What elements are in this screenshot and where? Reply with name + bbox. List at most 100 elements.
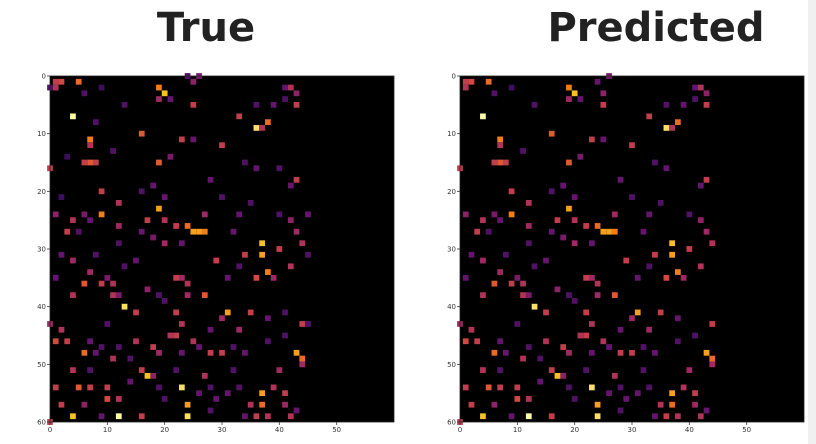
heatmap-cell [156,205,162,212]
heatmap-cell [617,384,624,391]
heatmap-cell [276,367,283,373]
heatmap-cell [184,413,191,420]
heatmap-cell [703,101,710,108]
heatmap-cell [293,228,300,235]
heatmap-cell [554,286,561,293]
heatmap-cell [657,401,664,408]
heatmap-cell [462,78,469,85]
heatmap-cell [640,228,647,235]
heatmap-cell [566,384,572,391]
heatmap-cell [491,280,498,287]
heatmap-cell [548,188,555,195]
heatmap-cell [299,240,306,247]
heatmap-cell [276,211,283,218]
heatmap-cell [480,217,486,224]
heatmap-cell [70,367,76,373]
x-tick-label: 30 [218,426,227,434]
heatmap-cell [179,349,185,356]
heatmap-cell [634,274,641,281]
heatmap-cell [287,182,294,189]
heatmap-cell [571,396,578,402]
heatmap-cell [663,274,670,281]
heatmap-cell [468,326,475,333]
heatmap-cell [156,349,162,356]
heatmap-cell [462,274,469,281]
heatmap-cell [589,349,595,356]
heatmap-cell [600,228,607,235]
heatmap-cell [646,384,653,391]
y-tick-label: 50 [37,361,46,369]
heatmap-cell [87,269,93,275]
heatmap-cell [525,413,532,420]
heatmap-cell [161,298,168,304]
y-tick-label: 0 [42,73,46,81]
heatmap-cell [520,355,526,362]
heatmap-cell [104,384,111,391]
heatmap-cell [81,349,88,356]
heatmap-cell [531,303,538,310]
heatmap-cell [150,182,157,189]
heatmap-cell [87,136,93,143]
heatmap-cell [571,90,578,97]
heatmap-cell [485,78,492,85]
heatmap-cell [81,211,88,218]
heatmap-cell [305,321,311,327]
y-tick-label: 50 [447,361,456,369]
heatmap-cell [70,257,76,264]
heatmap-cell [703,349,710,356]
heatmap-cell [98,211,105,218]
heatmap-cell [87,159,93,166]
heatmap-cell [652,413,658,420]
heatmap-cell [87,384,93,391]
y-tick-label: 40 [447,303,456,311]
heatmap-cell [617,326,624,333]
heatmap-cell [213,257,220,264]
heatmap-cell [104,321,111,327]
heatmap-cell [156,384,162,391]
heatmap-cell [611,211,618,218]
heatmap-cell [236,211,243,218]
heatmap-cell [179,274,185,281]
heatmap-cell [525,292,532,299]
heatmap-cell [207,384,214,391]
heatmap-cell [104,396,111,402]
heatmap-cell [115,199,122,206]
heatmap-cell [675,269,681,275]
heatmap-cell [703,228,710,235]
predicted-panel-title: Predicted [547,5,765,51]
y-tick-label: 40 [37,303,46,311]
heatmap-cell [577,153,584,160]
heatmap-cell [566,84,572,91]
heatmap-cell [75,78,82,85]
heatmap-cell [121,101,128,108]
heatmap-cell [93,349,99,356]
heatmap-cell [133,309,139,316]
heatmap-cell [282,332,288,339]
heatmap-cell [594,223,601,229]
heatmap-cell [265,269,271,275]
heatmap-cell [686,367,693,373]
heatmap-cell [531,101,538,108]
heatmap-cell [491,401,498,408]
heatmap-cell [184,223,191,229]
heatmap-cell [640,367,647,373]
heatmap-cell [259,240,265,247]
heatmap-cell [697,217,704,224]
heatmap-cell [485,384,492,391]
heatmap-cell [474,338,481,345]
heatmap-cell [236,113,243,120]
heatmap-cell [594,401,601,408]
heatmap-cell [184,292,191,299]
heatmap-cell [236,326,243,333]
heatmap-cell [236,384,243,391]
heatmap-cell [583,223,589,229]
heatmap-cell [167,332,174,339]
heatmap-cell [173,367,179,373]
heatmap-cell [646,211,653,218]
heatmap-cell [462,211,469,218]
heatmap-cell [663,413,670,420]
heatmap-cell [115,344,122,350]
heatmap-cell [600,136,607,143]
heatmap-cell [508,188,515,195]
heatmap-cell [236,263,243,270]
